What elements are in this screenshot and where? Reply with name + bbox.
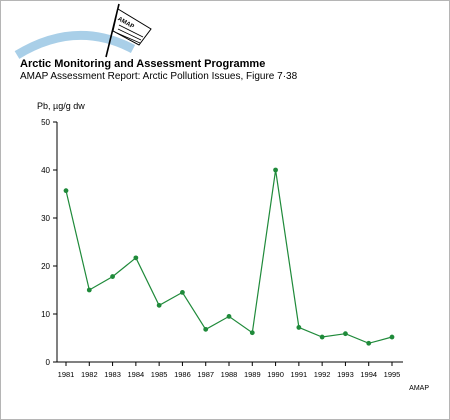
x-tick-label: 1994 xyxy=(360,370,377,379)
y-tick-label: 10 xyxy=(41,310,50,319)
data-point xyxy=(180,290,185,295)
x-tick-label: 1982 xyxy=(81,370,98,379)
data-point xyxy=(273,167,278,173)
x-tick-label: 1988 xyxy=(221,370,238,379)
data-point xyxy=(203,326,209,332)
x-tick-label: 1985 xyxy=(151,370,168,379)
x-tick-label: 1981 xyxy=(58,370,75,379)
figure-title: Arctic Monitoring and Assessment Program… xyxy=(20,58,266,70)
y-tick-label: 30 xyxy=(41,214,50,223)
data-point xyxy=(226,314,232,319)
logo-flag-stripes xyxy=(116,24,144,44)
data-point xyxy=(343,331,348,337)
y-tick-label: 50 xyxy=(41,118,50,127)
x-tick-label: 1995 xyxy=(384,370,401,379)
x-tick-label: 1984 xyxy=(128,370,145,379)
x-tick-label: 1990 xyxy=(267,370,284,379)
data-point xyxy=(110,274,115,279)
source-credit: AMAP xyxy=(409,385,429,392)
data-point xyxy=(366,340,372,346)
x-tick-label: 1989 xyxy=(244,370,261,379)
y-tick-label: 0 xyxy=(46,358,51,367)
x-tick-label: 1991 xyxy=(291,370,308,379)
data-point xyxy=(133,255,139,261)
data-point xyxy=(296,325,302,330)
data-point xyxy=(389,334,395,340)
figure-subtitle: AMAP Assessment Report: Arctic Pollution… xyxy=(20,71,298,82)
x-tick-label: 1987 xyxy=(197,370,214,379)
x-tick-label: 1992 xyxy=(314,370,331,379)
data-point xyxy=(63,188,69,194)
data-point xyxy=(156,302,162,308)
amap-logo: AMAP xyxy=(14,3,152,59)
y-tick-label: 40 xyxy=(41,166,50,175)
y-tick-label: 20 xyxy=(41,262,50,271)
x-tick-label: 1986 xyxy=(174,370,191,379)
data-point xyxy=(249,330,255,336)
data-point xyxy=(86,287,92,293)
x-tick-label: 1983 xyxy=(104,370,121,379)
y-axis-label: Pb, µg/g dw xyxy=(37,101,85,111)
logo-arc xyxy=(14,30,136,59)
x-tick-label: 1993 xyxy=(337,370,354,379)
data-point xyxy=(319,334,325,340)
